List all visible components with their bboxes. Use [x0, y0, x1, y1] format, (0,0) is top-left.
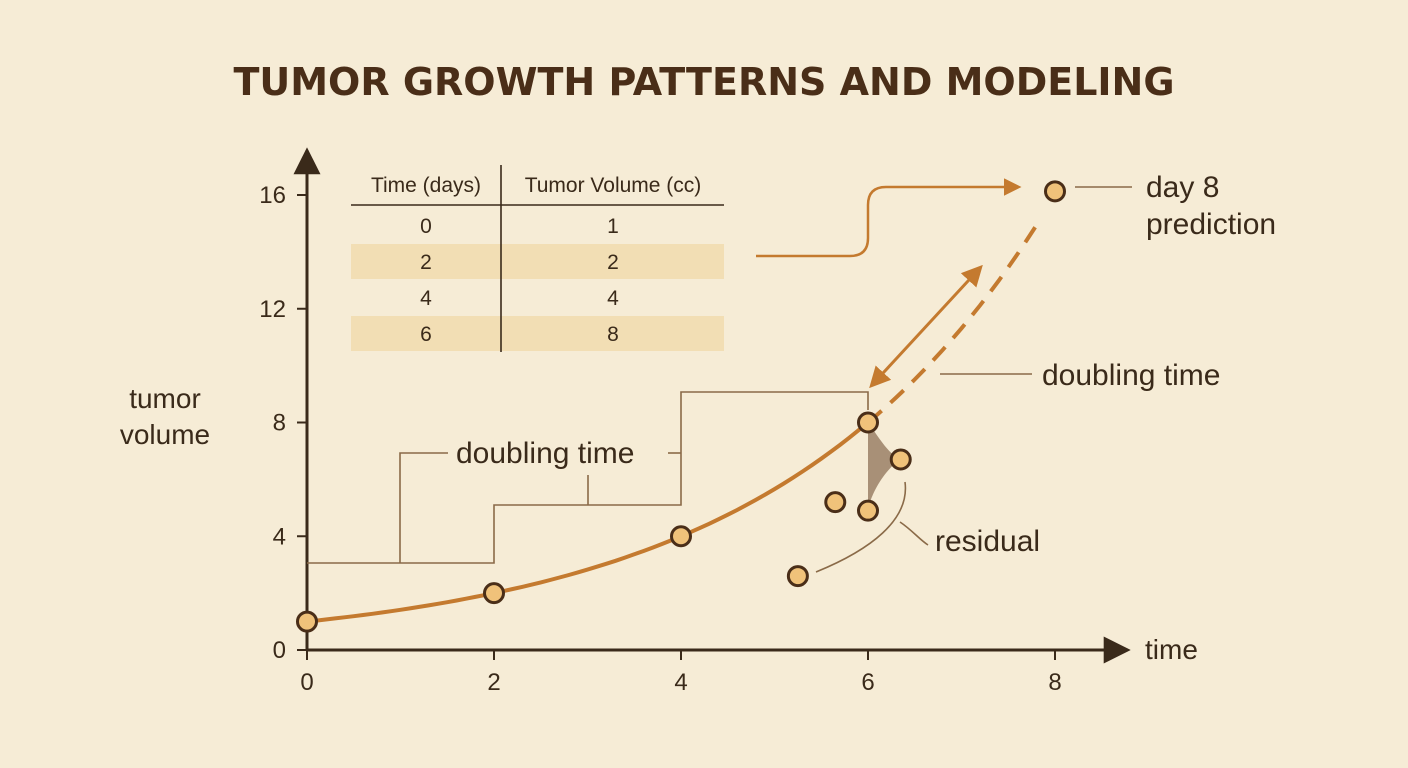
residual-leader-1 [815, 481, 907, 573]
prediction-label-line-1: day 8 [1146, 171, 1219, 204]
table-cell: 1 [607, 215, 619, 238]
data-point [857, 411, 879, 434]
table-cell: 6 [420, 323, 432, 346]
y-tick-label: 12 [259, 296, 286, 323]
residual-wedge [868, 422, 900, 510]
data-point [670, 525, 692, 548]
residual-label: residual [935, 525, 1040, 558]
table-cell: 8 [607, 323, 619, 346]
table-cell: 4 [607, 287, 619, 310]
observed-point [857, 499, 879, 522]
y-tick-label: 16 [259, 182, 286, 209]
doubling-time-bracket-1 [399, 452, 448, 563]
residual-leader-2 [899, 521, 929, 546]
model-curve-dashed [866, 224, 1038, 425]
table-cell: 4 [420, 287, 432, 310]
y-axis-label-line-1: tumor [129, 383, 201, 414]
x-tick-label: 6 [861, 669, 874, 696]
table-header-cell: Time (days) [371, 174, 481, 197]
data-point [296, 610, 318, 633]
observed-point [889, 448, 912, 471]
curve-layer [306, 224, 1038, 624]
points-layer [296, 180, 1066, 633]
doubling-time-double-arrow [869, 264, 983, 389]
x-axis-label: time [1145, 634, 1198, 665]
y-tick-label: 8 [273, 410, 286, 437]
doubling-time-label-2: doubling time [1042, 359, 1220, 392]
data-point [483, 582, 505, 605]
prediction-label-line-2: prediction [1146, 208, 1276, 241]
prediction-arrow [756, 178, 1022, 258]
observed-point [786, 565, 809, 588]
observed-point [824, 491, 847, 514]
prediction-point [1044, 180, 1066, 203]
x-tick-label: 4 [674, 669, 687, 696]
x-tick-label: 2 [487, 669, 500, 696]
table-header-cell: Tumor Volume (cc) [525, 174, 702, 197]
x-tick-label: 0 [300, 669, 313, 696]
data-table: Time (days) Tumor Volume (cc) 0 1 2 2 4 4 6 8 [351, 165, 724, 352]
table-row-band [351, 316, 724, 351]
table-row-band [351, 244, 724, 279]
y-tick-label: 0 [273, 637, 286, 664]
y-tick-label: 4 [273, 523, 286, 550]
step-outline [307, 391, 869, 564]
table-cell: 2 [607, 251, 619, 274]
y-axis-label-line-2: volume [120, 419, 210, 450]
doubling-time-label-1: doubling time [456, 437, 634, 470]
chart-title: TUMOR GROWTH PATTERNS AND MODELING [233, 60, 1174, 104]
model-curve-solid [306, 420, 870, 624]
table-cell: 2 [420, 251, 432, 274]
x-tick-label: 8 [1048, 669, 1061, 696]
table-cell: 0 [420, 215, 432, 238]
